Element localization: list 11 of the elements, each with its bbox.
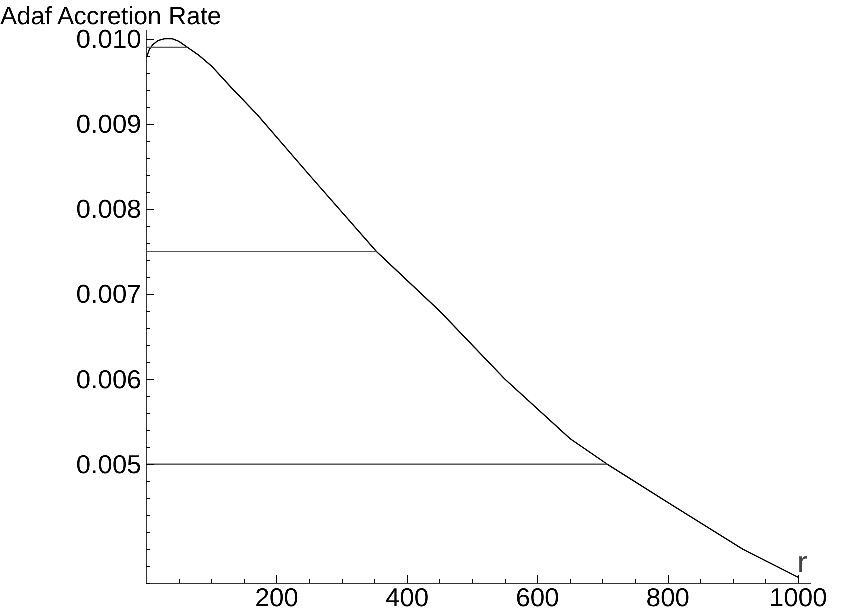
y-tick-label: 0.007 bbox=[76, 279, 142, 310]
y-tick-label: 0.009 bbox=[76, 109, 142, 140]
y-tick-label: 0.006 bbox=[76, 364, 142, 394]
x-tick-label: 600 bbox=[516, 582, 560, 609]
y-tick-label: 0.008 bbox=[76, 194, 142, 224]
x-tick-label: 800 bbox=[646, 582, 690, 609]
x-tick-label: 200 bbox=[255, 582, 299, 609]
y-tick-label: 0.005 bbox=[76, 449, 142, 480]
x-axis-title: r bbox=[798, 546, 808, 580]
x-tick-label: 400 bbox=[386, 582, 429, 609]
x-tick-label: 1000 bbox=[770, 582, 828, 609]
